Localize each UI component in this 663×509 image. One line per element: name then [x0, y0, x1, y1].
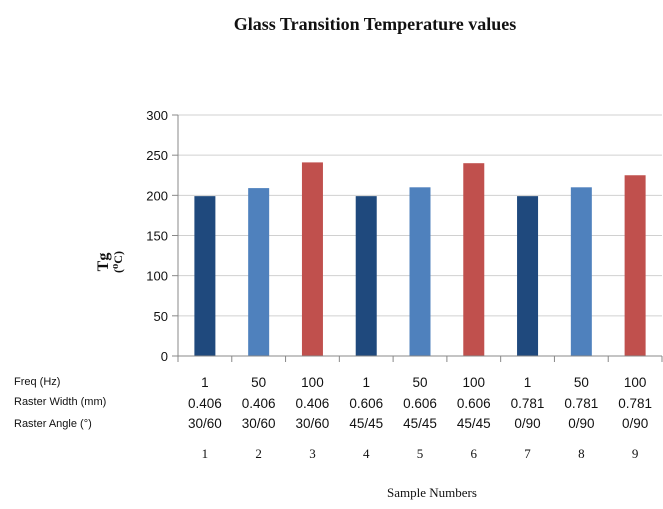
x-sample-number: 1 — [202, 446, 209, 461]
x-category-freq: 50 — [574, 375, 589, 390]
x-axis-label: Sample Numbers — [387, 485, 477, 500]
y-axis-ticks: 0 50 100 150 200 250 300 — [146, 108, 178, 364]
x-category-angle: 0/90 — [568, 416, 594, 431]
y-tick-label: 150 — [146, 229, 168, 244]
x-sample-number: 8 — [578, 446, 585, 461]
bar-sample-5 — [409, 187, 431, 356]
y-tick-label: 200 — [146, 188, 168, 203]
x-category-angle: 30/60 — [296, 416, 330, 431]
x-sample-number: 3 — [309, 446, 316, 461]
x-category-angle: 0/90 — [622, 416, 648, 431]
x-category-freq: 50 — [251, 375, 266, 390]
x-category-angle: 30/60 — [188, 416, 222, 431]
x-category-labels: 1 0.406 30/60 1 50 0.406 30/60 2 100 0.406 30/60 3 1… — [188, 375, 652, 461]
x-sample-number: 5 — [417, 446, 424, 461]
x-sample-number: 4 — [363, 446, 370, 461]
x-category-angle: 0/90 — [514, 416, 540, 431]
bar-sample-3 — [301, 162, 323, 356]
x-sample-number: 2 — [255, 446, 262, 461]
x-sample-number: 9 — [632, 446, 639, 461]
row-labels: Freq (Hz) Raster Width (mm) Raster Angle (… — [14, 376, 106, 430]
x-category-freq: 100 — [301, 375, 324, 390]
x-category-width: 0.406 — [296, 396, 330, 411]
x-category-freq: 50 — [412, 375, 427, 390]
x-category-freq: 100 — [463, 375, 486, 390]
y-axis-label-unit: (⁰C) — [111, 251, 125, 273]
axes — [177, 115, 663, 362]
y-tick-label: 0 — [161, 349, 168, 364]
bar-sample-7 — [517, 196, 539, 356]
row-label: Raster Angle (°) — [14, 418, 92, 430]
x-category-angle: 45/45 — [457, 416, 491, 431]
x-category-freq: 1 — [201, 375, 209, 390]
x-category-width: 0.781 — [618, 396, 652, 411]
row-label: Freq (Hz) — [14, 376, 60, 388]
x-sample-number: 6 — [471, 446, 478, 461]
x-category-width: 0.606 — [457, 396, 491, 411]
bars — [194, 162, 646, 356]
x-category-width: 0.606 — [349, 396, 383, 411]
y-axis-label-main: Tg — [95, 253, 112, 272]
x-category-angle: 45/45 — [403, 416, 437, 431]
bar-sample-6 — [463, 163, 485, 356]
x-category-freq: 1 — [524, 375, 532, 390]
x-category-angle: 45/45 — [349, 416, 383, 431]
x-category-freq: 1 — [362, 375, 370, 390]
y-tick-label: 300 — [146, 108, 168, 123]
x-category-freq: 100 — [624, 375, 647, 390]
bar-sample-1 — [194, 196, 216, 356]
row-label: Raster Width (mm) — [14, 396, 106, 408]
y-axis-label: Tg (⁰C) — [95, 251, 125, 273]
bar-sample-8 — [570, 187, 592, 356]
x-category-width: 0.406 — [188, 396, 222, 411]
y-tick-label: 250 — [146, 148, 168, 163]
x-category-width: 0.781 — [511, 396, 545, 411]
x-category-angle: 30/60 — [242, 416, 276, 431]
y-tick-label: 50 — [154, 309, 168, 324]
x-category-width: 0.606 — [403, 396, 437, 411]
bar-sample-2 — [248, 188, 270, 356]
x-sample-number: 7 — [524, 446, 531, 461]
x-category-width: 0.406 — [242, 396, 276, 411]
bar-sample-9 — [624, 175, 646, 356]
y-tick-label: 100 — [146, 269, 168, 284]
bar-sample-4 — [355, 196, 377, 356]
x-category-width: 0.781 — [564, 396, 598, 411]
chart-title: Glass Transition Temperature values — [234, 14, 517, 34]
